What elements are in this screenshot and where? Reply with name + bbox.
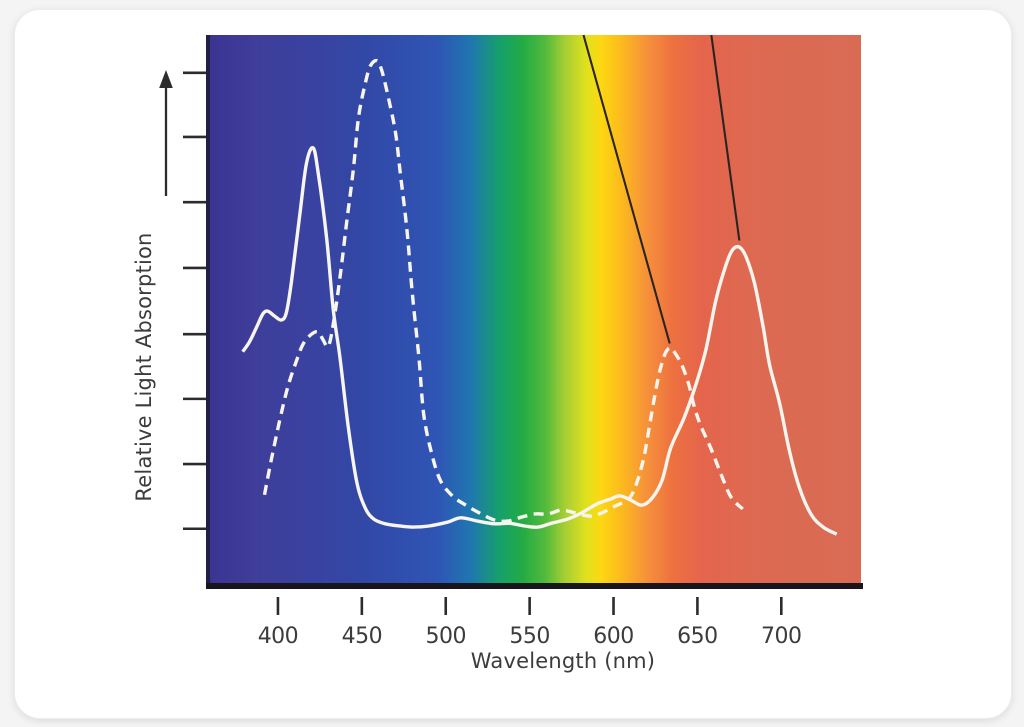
label-leader-lines: [582, 34, 741, 344]
y-axis-line: [206, 35, 210, 589]
absorption-curve-solid: [241, 145, 838, 536]
x-tick-label: 550: [509, 624, 550, 649]
left-leader-line: [582, 34, 671, 344]
x-axis-line: [206, 583, 863, 589]
x-axis-tick-labels: 400 450 500 550 600 650 700: [258, 624, 802, 649]
x-tick-label: 650: [677, 624, 718, 649]
visible-spectrum-background: [210, 35, 861, 583]
right-leader-line: [710, 34, 741, 241]
up-arrow-icon: [159, 70, 173, 196]
absorption-curve-dashed: [262, 58, 744, 523]
x-tick-label: 400: [258, 624, 299, 649]
x-tick-label: 600: [593, 624, 634, 649]
y-axis-ticks: [183, 71, 206, 531]
x-tick-label: 500: [425, 624, 466, 649]
x-tick-label: 450: [342, 624, 383, 649]
x-axis-title: Wavelength (nm): [471, 649, 655, 673]
y-axis-title: Relative Light Absorption: [132, 232, 156, 501]
x-axis-ticks: [276, 597, 783, 615]
x-tick-label: 700: [761, 624, 802, 649]
